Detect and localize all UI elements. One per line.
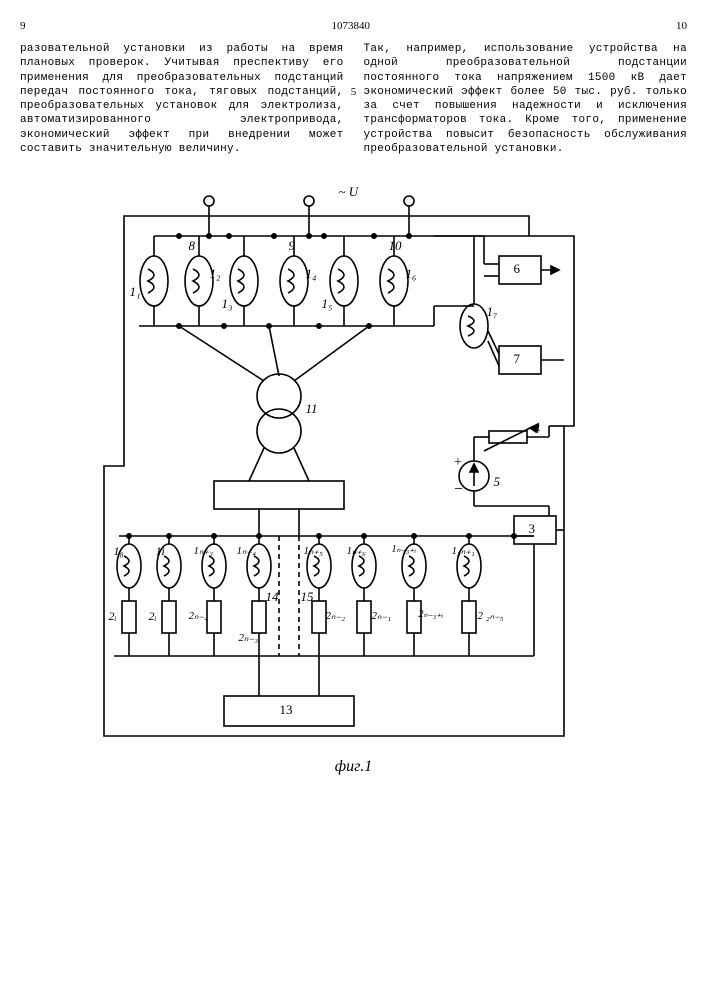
svg-text:−: − — [454, 481, 463, 498]
sat-1-7: 1₇ — [487, 304, 498, 320]
sat-1-6: 1₆ — [406, 266, 417, 282]
bsat-6: 1ₙ₋₃₊ᵢ — [392, 544, 417, 555]
top-chokes — [140, 256, 408, 306]
col1-para: разовательной установки из работы на вре… — [20, 42, 344, 156]
text-columns: разовательной установки из работы на вре… — [20, 42, 687, 156]
sat-1-4: 1₄ — [306, 266, 317, 282]
bsat-5: 1ₙ₊₆ — [347, 544, 367, 557]
bsat-0: 1₈ — [114, 544, 124, 559]
box-7: 7 — [514, 351, 521, 367]
page-right: 10 — [676, 20, 687, 32]
bres-0: 2ᵢ — [109, 609, 117, 624]
sat-1-1: 1₁ — [130, 284, 141, 300]
term-10: 10 — [389, 238, 402, 254]
term-9: 9 — [289, 238, 296, 254]
bus-15: 15 — [301, 589, 314, 605]
source-5: 5 — [494, 474, 501, 490]
bus-14: 14 — [266, 589, 279, 605]
transformer-11: 11 — [306, 401, 318, 417]
bres-5: 2ₙ₋₁ — [372, 609, 392, 622]
bres-4: 2ₙ₋₂ — [326, 609, 346, 622]
bres-3: 2ₙ₋₃ — [239, 631, 259, 644]
page-left: 9 — [20, 20, 26, 32]
figure-caption: фиг.1 — [94, 758, 614, 776]
sat-1-3: 1₃ — [222, 296, 233, 312]
bsat-7: 1₂ₙ₊₁ — [452, 544, 475, 557]
bsat-1: 1i — [156, 544, 165, 559]
bsat-2: 1ₙ₊₃ — [194, 544, 214, 557]
box-3: 3 — [529, 521, 536, 537]
sat-1-2: 1₂ — [210, 266, 221, 282]
term-8: 8 — [189, 238, 196, 254]
box-6: 6 — [514, 261, 521, 277]
rheostat-4: 4 — [534, 421, 541, 437]
bsat-4: 1ₙ₊₅ — [304, 544, 324, 557]
col2-para: Так, например, использование устройства … — [364, 42, 688, 156]
bsat-3: 1ₙ₊₄ — [237, 544, 257, 557]
sat-1-5: 1₅ — [322, 296, 333, 312]
svg-text:+: + — [454, 455, 462, 470]
bres-2: 2ₙ₋₄ — [189, 609, 209, 622]
column-1: разовательной установки из работы на вре… — [20, 42, 344, 156]
doc-number: 1073840 — [332, 20, 371, 32]
column-2: Так, например, использование устройства … — [364, 42, 688, 156]
bres-1: 2ᵢ — [149, 609, 157, 624]
circuit-diagram: + − ~ U 8 9 10 1₁ 1₂ 1₃ 1₄ 1₅ 1₆ 1₇ 6 7 … — [94, 176, 614, 771]
bres-6: 2ₙ₋₃₊ᵢ — [419, 609, 444, 620]
margin-line-5: 5 — [351, 86, 357, 98]
box-13: 13 — [280, 702, 293, 718]
u-label: ~ U — [339, 184, 359, 200]
bres-7: 2 ₂ₙ₋₅ — [478, 609, 504, 622]
